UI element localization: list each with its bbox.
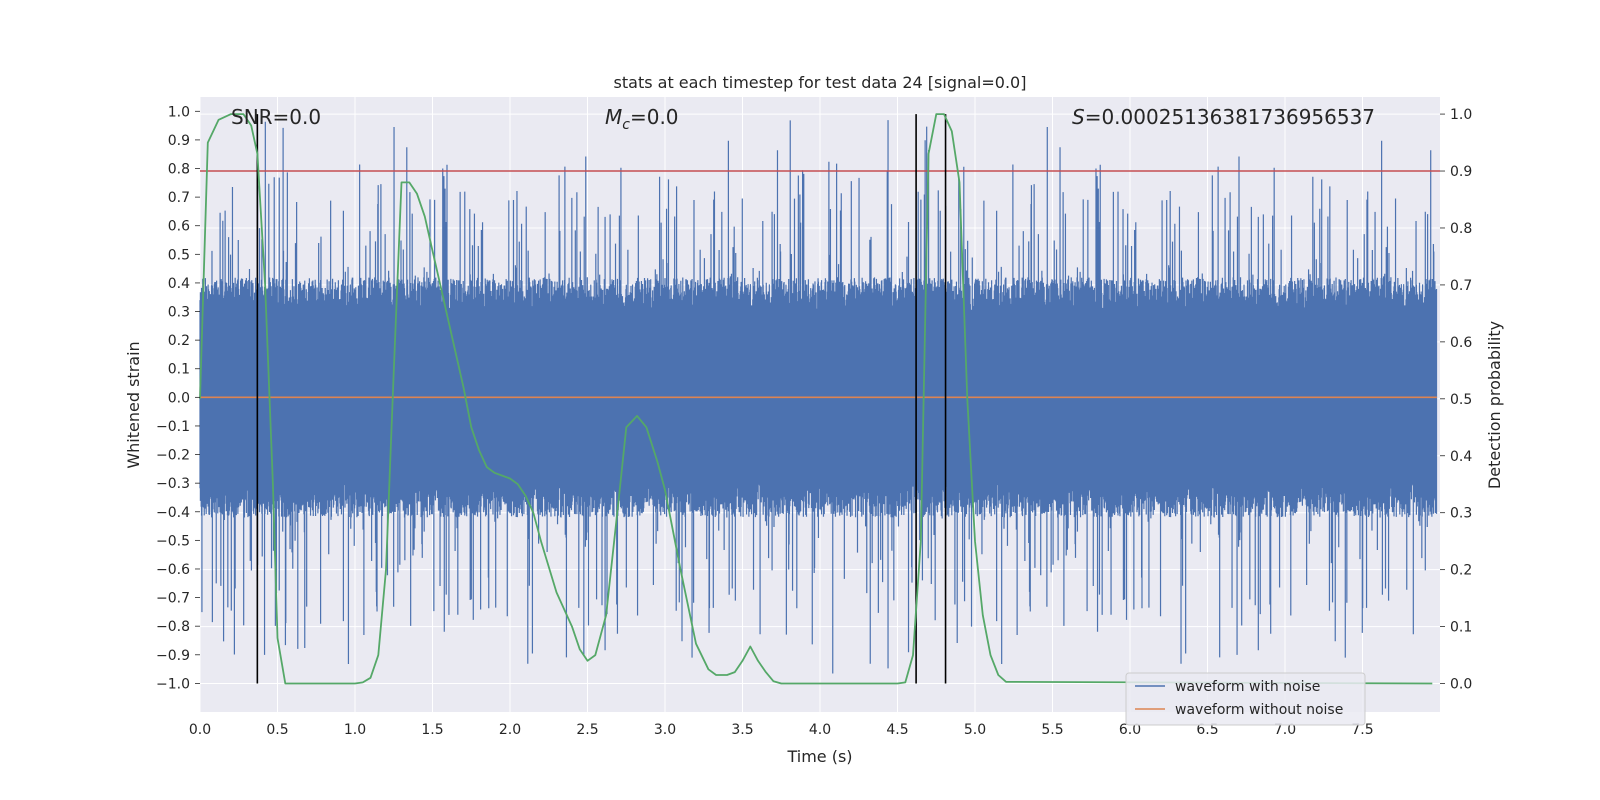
x-axis-label: Time (s) xyxy=(786,747,852,766)
y-tick-label: 0.0 xyxy=(168,390,190,406)
y-tick-label: −0.5 xyxy=(156,533,190,549)
legend-label-clean: waveform without noise xyxy=(1175,702,1343,718)
x-tick-label: 5.5 xyxy=(1041,722,1063,738)
y-axis-ticks-right: 1.0 0.9 0.8 0.7 0.6 0.5 0.4 0.3 0.2 0.1 0.0 xyxy=(1440,107,1472,693)
y-tick-label: 0.3 xyxy=(168,305,190,321)
y-tick-label: 0.2 xyxy=(168,333,190,349)
chart-title: stats at each timestep for test data 24 … xyxy=(614,73,1027,92)
score-annotation: S=0.00025136381736956537 xyxy=(1072,105,1375,129)
y-right-tick-label: 0.0 xyxy=(1450,677,1472,693)
legend: waveform with noise waveform without noi… xyxy=(1125,672,1366,726)
y-tick-label: −0.3 xyxy=(156,476,190,492)
x-tick-label: 3.5 xyxy=(731,722,753,738)
x-axis-ticks: 0.0 0.5 1.0 1.5 2.0 2.5 3.0 3.5 4.0 4.5 5.0 5.5 6.0 6… xyxy=(189,722,1374,738)
y-tick-label: −0.9 xyxy=(156,648,190,664)
y-tick-label: 1.0 xyxy=(168,104,190,120)
x-tick-label: 1.5 xyxy=(421,722,443,738)
y-right-tick-label: 0.7 xyxy=(1450,278,1472,294)
x-tick-label: 4.0 xyxy=(809,722,831,738)
event-marker-lines xyxy=(256,114,947,684)
y-tick-label: −0.4 xyxy=(156,505,190,521)
y-tick-label: 0.5 xyxy=(168,247,190,263)
snr-annotation: SNR=0.0 xyxy=(231,105,321,129)
x-tick-label: 2.5 xyxy=(576,722,598,738)
y-axis-label-right: Detection probability xyxy=(1485,321,1504,489)
x-tick-label: 7.5 xyxy=(1351,722,1373,738)
x-tick-label: 6.0 xyxy=(1119,722,1141,738)
x-tick-label: 3.0 xyxy=(654,722,676,738)
y-tick-label: 0.4 xyxy=(168,276,190,292)
chirp-mass-subscript: c xyxy=(622,117,630,133)
x-tick-label: 2.0 xyxy=(499,722,521,738)
y-tick-label: 0.8 xyxy=(168,162,190,178)
x-tick-label: 5.0 xyxy=(964,722,986,738)
y-tick-label: 0.6 xyxy=(168,219,190,235)
y-tick-label: 0.9 xyxy=(168,133,190,149)
detection-probability-line xyxy=(199,113,1433,685)
legend-label-noise: waveform with noise xyxy=(1175,679,1320,695)
y-right-tick-label: 1.0 xyxy=(1450,107,1472,123)
y-axis-label: Whitened strain xyxy=(124,341,143,468)
chirp-mass-value: =0.0 xyxy=(630,105,679,129)
y-axis-ticks-left: 1.0 0.9 0.8 0.7 0.6 0.5 0.4 0.3 0.2 0.1 0.0 −0.1 −0.… xyxy=(156,104,200,692)
y-tick-label: −0.6 xyxy=(156,562,190,578)
chirp-mass-symbol: M xyxy=(605,105,622,129)
y-tick-label: 0.7 xyxy=(168,190,190,206)
y-right-tick-label: 0.2 xyxy=(1450,563,1472,579)
x-tick-label: 0.0 xyxy=(189,722,211,738)
y-tick-label: −0.8 xyxy=(156,619,190,635)
y-tick-label: −0.7 xyxy=(156,591,190,607)
x-tick-label: 1.0 xyxy=(344,722,366,738)
x-tick-label: 7.0 xyxy=(1274,722,1296,738)
y-tick-label: 0.1 xyxy=(168,362,190,378)
y-right-tick-label: 0.5 xyxy=(1450,392,1472,408)
x-tick-label: 0.5 xyxy=(266,722,288,738)
y-right-tick-label: 0.9 xyxy=(1450,164,1472,180)
score-symbol: S xyxy=(1072,105,1085,129)
detection-probability-series xyxy=(199,113,1433,685)
x-tick-label: 6.5 xyxy=(1196,722,1218,738)
y-right-tick-label: 0.4 xyxy=(1450,449,1472,465)
y-right-tick-label: 0.1 xyxy=(1450,620,1472,636)
y-tick-label: −0.1 xyxy=(156,419,190,435)
y-right-tick-label: 0.3 xyxy=(1450,506,1472,522)
y-tick-label: −1.0 xyxy=(156,676,190,692)
y-right-tick-label: 0.6 xyxy=(1450,335,1472,351)
x-tick-label: 4.5 xyxy=(886,722,908,738)
y-right-tick-label: 0.8 xyxy=(1450,221,1472,237)
score-value: =0.00025136381736956537 xyxy=(1085,105,1375,129)
legend-box xyxy=(1125,672,1366,726)
chirp-mass-annotation: Mc=0.0 xyxy=(605,105,679,133)
y-tick-label: −0.2 xyxy=(156,448,190,464)
